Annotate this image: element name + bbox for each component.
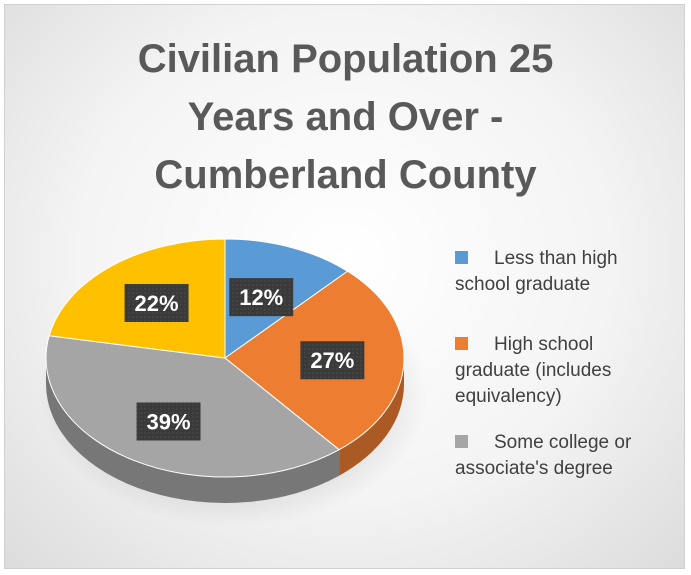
pie-side-walls bbox=[46, 358, 404, 504]
legend-text: graduate (includes bbox=[455, 360, 612, 381]
chart-title-line-3: Cumberland County bbox=[154, 153, 537, 197]
legend-text: High school bbox=[494, 334, 594, 355]
legend-swatch-gray bbox=[455, 435, 468, 448]
data-label-text: 39% bbox=[146, 410, 190, 435]
chart-legend: Less than high school graduate High scho… bbox=[455, 246, 680, 502]
data-label-3: 22% bbox=[124, 283, 189, 322]
legend-item-high-school-graduate: High school graduate (includes equivalen… bbox=[455, 332, 680, 410]
chart-title-line-2: Years and Over - bbox=[187, 95, 504, 139]
data-label-box bbox=[300, 341, 365, 380]
legend-text: Some college or bbox=[494, 432, 632, 453]
data-label-box bbox=[229, 278, 294, 317]
data-label-box bbox=[124, 283, 189, 322]
data-label-0: 12% bbox=[229, 278, 294, 317]
data-label-1: 27% bbox=[300, 341, 365, 380]
legend-text: Less than high bbox=[494, 248, 618, 269]
legend-swatch-blue bbox=[455, 251, 468, 264]
legend-text: equivalency) bbox=[455, 386, 562, 407]
pie-side-2 bbox=[46, 358, 340, 504]
pie-side-1 bbox=[339, 358, 404, 476]
data-label-text: 27% bbox=[310, 348, 354, 373]
chart-title: Civilian Population 25 Years and Over - … bbox=[0, 30, 691, 204]
data-label-text: 22% bbox=[135, 291, 179, 316]
legend-item-less-than-high-school: Less than high school graduate bbox=[455, 246, 680, 298]
legend-item-some-college: Some college or associate's degree bbox=[455, 430, 680, 482]
data-label-box bbox=[136, 402, 201, 441]
chart-title-line-1: Civilian Population 25 bbox=[137, 37, 554, 81]
data-label-text: 12% bbox=[239, 285, 283, 310]
legend-text: school graduate bbox=[455, 274, 591, 295]
legend-text: associate's degree bbox=[455, 458, 613, 479]
legend-swatch-orange bbox=[455, 337, 468, 350]
data-label-2: 39% bbox=[136, 402, 201, 441]
